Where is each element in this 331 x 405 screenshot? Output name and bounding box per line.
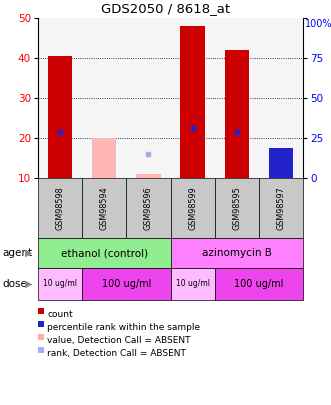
Bar xyxy=(82,268,170,300)
Bar xyxy=(38,178,82,238)
Text: GSM98599: GSM98599 xyxy=(188,186,197,230)
Text: 100%: 100% xyxy=(305,19,331,29)
Bar xyxy=(269,148,293,178)
Bar xyxy=(38,238,170,268)
Text: ethanol (control): ethanol (control) xyxy=(61,248,148,258)
Bar xyxy=(215,178,259,238)
Bar xyxy=(215,268,303,300)
Bar xyxy=(82,178,126,238)
Text: value, Detection Call = ABSENT: value, Detection Call = ABSENT xyxy=(47,336,191,345)
Text: dose: dose xyxy=(2,279,27,289)
Bar xyxy=(92,138,117,178)
Bar xyxy=(126,178,170,238)
Bar xyxy=(38,268,82,300)
Text: GSM98596: GSM98596 xyxy=(144,186,153,230)
Bar xyxy=(170,178,215,238)
Text: ▶: ▶ xyxy=(25,248,33,258)
Text: GSM98597: GSM98597 xyxy=(276,186,285,230)
Text: 100 ug/ml: 100 ug/ml xyxy=(234,279,284,289)
Bar xyxy=(136,174,161,178)
Text: ▶: ▶ xyxy=(25,279,33,289)
Text: GSM98595: GSM98595 xyxy=(232,186,241,230)
Text: 10 ug/ml: 10 ug/ml xyxy=(43,279,77,288)
Text: 10 ug/ml: 10 ug/ml xyxy=(175,279,210,288)
Text: percentile rank within the sample: percentile rank within the sample xyxy=(47,323,200,332)
Bar xyxy=(170,268,215,300)
Bar xyxy=(180,26,205,178)
Text: agent: agent xyxy=(2,248,32,258)
Text: rank, Detection Call = ABSENT: rank, Detection Call = ABSENT xyxy=(47,349,186,358)
Bar xyxy=(48,56,72,178)
Text: GDS2050 / 8618_at: GDS2050 / 8618_at xyxy=(101,2,230,15)
Text: GSM98598: GSM98598 xyxy=(56,186,65,230)
Text: azinomycin B: azinomycin B xyxy=(202,248,272,258)
Text: count: count xyxy=(47,310,72,319)
Bar xyxy=(170,238,303,268)
Bar xyxy=(259,178,303,238)
Text: 100 ug/ml: 100 ug/ml xyxy=(102,279,151,289)
Text: GSM98594: GSM98594 xyxy=(100,186,109,230)
Bar xyxy=(225,50,249,178)
